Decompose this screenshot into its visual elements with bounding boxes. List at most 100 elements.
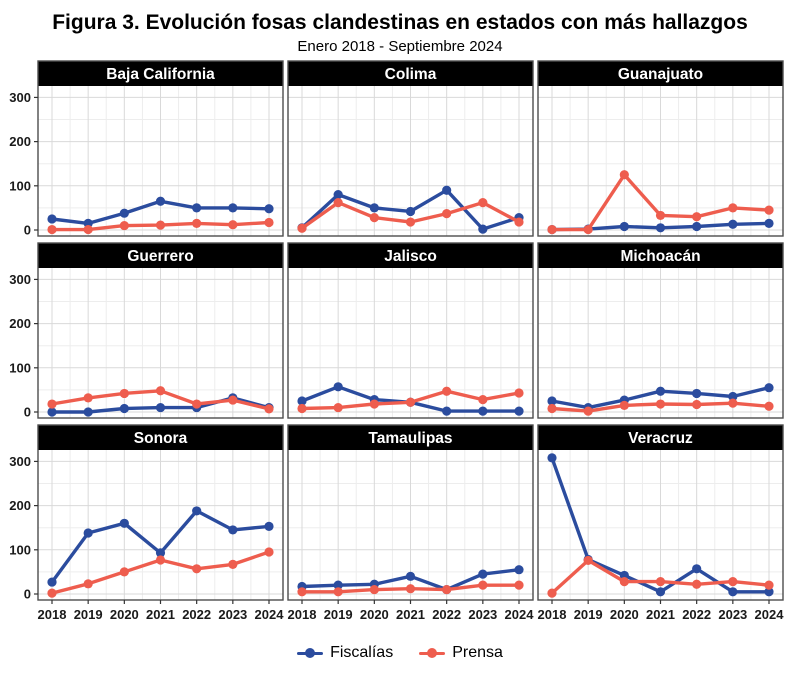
prensa-point-2018 xyxy=(47,588,57,598)
prensa-point-2024 xyxy=(514,388,524,398)
y-tick-label: 0 xyxy=(24,223,31,238)
fiscalias-point-2021 xyxy=(405,571,416,582)
fiscalias-point-2023 xyxy=(228,203,238,213)
legend-item-prensa: Prensa xyxy=(419,644,503,662)
facet-strip xyxy=(38,243,283,269)
prensa-point-2019 xyxy=(583,556,593,566)
x-tick-label: 2022 xyxy=(182,607,211,622)
prensa-point-2022 xyxy=(692,400,702,410)
panel-border xyxy=(537,242,784,419)
fiscalias-point-2019 xyxy=(333,382,343,392)
prensa-point-2022 xyxy=(692,212,702,222)
fiscalias-point-2019 xyxy=(333,190,343,200)
y-tick-label: 100 xyxy=(9,179,31,194)
prensa-point-2021 xyxy=(655,399,666,409)
fiscalias-point-2023 xyxy=(478,406,488,416)
fiscalias-point-2022 xyxy=(442,185,452,196)
x-tick-label: 2018 xyxy=(288,607,317,622)
prensa-point-2021 xyxy=(155,220,166,230)
prensa-point-2019 xyxy=(333,403,343,413)
fiscalias-point-2021 xyxy=(655,386,666,397)
prensa-point-2023 xyxy=(728,203,738,213)
prensa-point-2020 xyxy=(119,567,129,577)
prensa-point-2020 xyxy=(619,401,629,411)
fiscalias-point-2018 xyxy=(547,453,557,463)
x-tick-label: 2021 xyxy=(146,607,175,622)
fiscalias-point-2020 xyxy=(119,518,129,529)
x-tick-label: 2019 xyxy=(324,607,353,622)
fiscalias-point-2018 xyxy=(547,396,557,406)
fiscalias-point-2024 xyxy=(514,406,524,416)
y-tick-label: 200 xyxy=(9,134,31,149)
facet-jalisco: Jalisco xyxy=(287,242,534,419)
prensa-point-2022 xyxy=(192,219,202,229)
facet-title: Veracruz xyxy=(628,430,693,447)
prensa-point-2021 xyxy=(405,397,416,408)
x-tick-label: 2024 xyxy=(755,607,785,622)
fiscalias-point-2024 xyxy=(764,219,774,229)
facet-title: Baja California xyxy=(106,66,215,83)
prensa-point-2020 xyxy=(369,399,379,409)
prensa-point-2021 xyxy=(405,584,416,594)
y-tick-label: 100 xyxy=(9,361,31,376)
panel-border xyxy=(37,242,284,419)
fiscalias-point-2022 xyxy=(192,203,202,213)
x-tick-label: 2023 xyxy=(718,607,747,622)
facet-title: Michoacán xyxy=(620,248,700,265)
fiscalias-point-2023 xyxy=(478,569,488,579)
prensa-point-2024 xyxy=(264,404,274,414)
prensa-point-2022 xyxy=(192,399,202,409)
fiscalias-point-2021 xyxy=(655,587,666,597)
fiscalias-point-2020 xyxy=(119,404,129,414)
figure-title: Figura 3. Evolución fosas clandestinas e… xyxy=(52,11,748,34)
fiscalias-point-2022 xyxy=(692,222,702,232)
fiscalias-point-2023 xyxy=(728,587,738,597)
y-tick-label: 0 xyxy=(24,405,31,420)
fiscalias-legend-marker-icon xyxy=(297,648,324,659)
prensa-point-2019 xyxy=(333,587,343,597)
fiscalias-point-2022 xyxy=(442,406,452,416)
facet-colima: Colima xyxy=(287,60,534,237)
fiscalias-point-2020 xyxy=(619,222,629,232)
prensa-point-2024 xyxy=(264,218,274,228)
x-tick-label: 2021 xyxy=(646,607,675,622)
facet-grid: Baja California 0 100 200 300 Colima Guanajuat… xyxy=(2,59,798,636)
facet-strip xyxy=(38,425,283,451)
x-tick-label: 2018 xyxy=(538,607,567,622)
fiscalias-point-2021 xyxy=(655,223,666,233)
facet-strip xyxy=(538,243,783,269)
facet-strip xyxy=(288,61,533,87)
prensa-point-2020 xyxy=(619,577,629,587)
x-tick-label: 2021 xyxy=(396,607,425,622)
prensa-point-2023 xyxy=(478,580,488,591)
x-tick-label: 2019 xyxy=(74,607,103,622)
fiscalias-point-2019 xyxy=(83,407,93,417)
facet-sonora: Sonora 0 100 200 300 2018 2019 2020 2021 2022 2023… xyxy=(9,424,284,622)
x-tick-label: 2022 xyxy=(432,607,461,622)
x-tick-label: 2022 xyxy=(682,607,711,622)
prensa-point-2022 xyxy=(442,209,452,219)
facet-guerrero: Guerrero 0 100 200 300 xyxy=(9,242,284,420)
x-tick-label: 2019 xyxy=(574,607,603,622)
prensa-point-2022 xyxy=(692,579,702,590)
prensa-point-2018 xyxy=(547,225,557,235)
fiscalias-point-2022 xyxy=(692,389,702,399)
fiscalias-point-2024 xyxy=(764,587,774,597)
fiscalias-point-2019 xyxy=(83,528,93,538)
facet-chart: Baja California 0 100 200 300 Colima Guanajuat… xyxy=(9,60,785,622)
fiscalias-point-2023 xyxy=(728,219,738,230)
prensa-point-2020 xyxy=(119,221,129,231)
fiscalias-point-2018 xyxy=(47,577,57,587)
facet-strip xyxy=(288,425,533,451)
x-tick-label: 2024 xyxy=(505,607,535,622)
prensa-point-2018 xyxy=(297,404,307,414)
fiscalias-point-2024 xyxy=(264,204,274,214)
x-tick-label: 2023 xyxy=(218,607,247,622)
panel-border xyxy=(537,60,784,237)
prensa-point-2021 xyxy=(655,577,666,587)
facet-veracruz: Veracruz 2018 2019 2020 2021 2022 2023 2024 xyxy=(537,424,785,622)
prensa-point-2024 xyxy=(764,205,774,215)
facet-strip xyxy=(288,243,533,269)
fiscalias-point-2021 xyxy=(155,403,166,413)
prensa-point-2018 xyxy=(547,588,557,598)
